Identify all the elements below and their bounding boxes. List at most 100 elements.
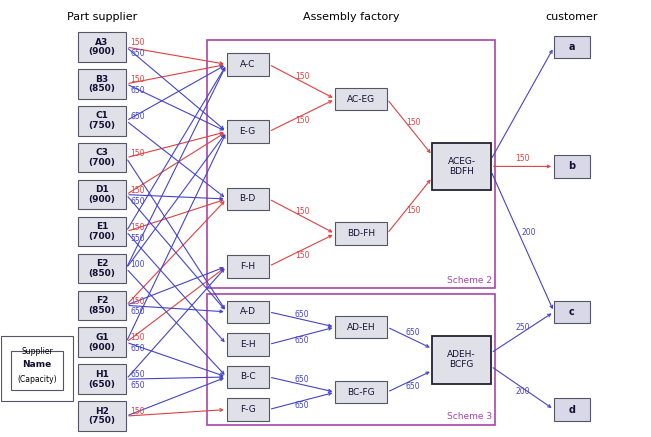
Text: 650: 650	[295, 401, 309, 410]
FancyBboxPatch shape	[77, 106, 126, 135]
Text: BD-FH: BD-FH	[347, 229, 375, 238]
FancyBboxPatch shape	[554, 36, 590, 58]
Text: ADEH-
BCFG: ADEH- BCFG	[447, 350, 476, 369]
Text: Scheme 2: Scheme 2	[447, 275, 492, 284]
FancyBboxPatch shape	[227, 333, 269, 356]
Text: F-H: F-H	[240, 262, 255, 271]
Text: c: c	[569, 307, 575, 317]
Text: 100: 100	[131, 260, 145, 269]
Text: H2
(750): H2 (750)	[89, 407, 115, 426]
Text: 550: 550	[131, 233, 145, 243]
Text: (Capacity): (Capacity)	[17, 375, 57, 384]
Text: 150: 150	[131, 38, 145, 47]
Text: C3
(700): C3 (700)	[89, 148, 115, 167]
FancyBboxPatch shape	[227, 255, 269, 277]
Text: 150: 150	[131, 407, 145, 416]
Text: A-C: A-C	[240, 60, 255, 69]
Text: E2
(850): E2 (850)	[89, 259, 115, 278]
Text: 650: 650	[295, 336, 309, 345]
FancyBboxPatch shape	[1, 336, 73, 401]
Text: B-D: B-D	[240, 194, 256, 204]
FancyBboxPatch shape	[432, 336, 491, 384]
Text: AD-EH: AD-EH	[347, 323, 376, 332]
Text: 650: 650	[131, 370, 145, 379]
Text: 150: 150	[131, 186, 145, 195]
Text: 150: 150	[295, 116, 309, 125]
Text: BC-FG: BC-FG	[348, 388, 375, 397]
Text: B-C: B-C	[240, 372, 256, 382]
FancyBboxPatch shape	[77, 253, 126, 283]
FancyBboxPatch shape	[554, 398, 590, 421]
Text: E-H: E-H	[240, 340, 256, 349]
Text: A-D: A-D	[240, 307, 256, 316]
Text: Supplier: Supplier	[21, 347, 53, 356]
Text: Assembly factory: Assembly factory	[303, 12, 400, 21]
FancyBboxPatch shape	[77, 217, 126, 246]
FancyBboxPatch shape	[77, 180, 126, 209]
FancyBboxPatch shape	[227, 366, 269, 388]
FancyBboxPatch shape	[335, 222, 387, 245]
Text: 150: 150	[131, 75, 145, 84]
Text: D1
(900): D1 (900)	[89, 185, 115, 204]
Text: ACEG-
BDFH: ACEG- BDFH	[448, 157, 476, 176]
Text: 650: 650	[131, 86, 145, 95]
Text: customer: customer	[546, 12, 598, 21]
Text: 650: 650	[406, 328, 421, 337]
FancyBboxPatch shape	[77, 364, 126, 394]
FancyBboxPatch shape	[335, 316, 387, 338]
Text: C1
(750): C1 (750)	[89, 111, 115, 130]
Text: B3
(850): B3 (850)	[89, 75, 115, 93]
FancyBboxPatch shape	[77, 143, 126, 173]
Text: 150: 150	[515, 154, 530, 163]
Text: b: b	[568, 161, 575, 171]
Text: d: d	[568, 405, 575, 415]
Text: 650: 650	[131, 197, 145, 206]
FancyBboxPatch shape	[227, 398, 269, 421]
Text: 150: 150	[406, 206, 421, 215]
Text: 150: 150	[131, 333, 145, 343]
Text: H1
(650): H1 (650)	[89, 370, 115, 388]
Text: 150: 150	[131, 149, 145, 158]
Text: a: a	[568, 42, 575, 52]
Text: 650: 650	[131, 344, 145, 353]
Text: 650: 650	[406, 382, 421, 391]
Text: 200: 200	[521, 228, 536, 237]
Text: 650: 650	[131, 112, 145, 121]
Text: AC-EG: AC-EG	[347, 94, 375, 104]
Text: F2
(850): F2 (850)	[89, 296, 115, 315]
FancyBboxPatch shape	[77, 32, 126, 62]
Text: 650: 650	[131, 381, 145, 390]
FancyBboxPatch shape	[77, 69, 126, 99]
Text: 650: 650	[131, 307, 145, 316]
FancyBboxPatch shape	[227, 187, 269, 210]
Text: 150: 150	[406, 118, 421, 127]
Text: 650: 650	[131, 49, 145, 58]
Text: E1
(700): E1 (700)	[89, 222, 115, 241]
Text: G1
(900): G1 (900)	[89, 333, 115, 352]
FancyBboxPatch shape	[335, 88, 387, 111]
Text: 650: 650	[295, 310, 309, 319]
FancyBboxPatch shape	[227, 120, 269, 143]
Text: E-G: E-G	[240, 127, 256, 136]
FancyBboxPatch shape	[335, 381, 387, 403]
FancyBboxPatch shape	[77, 291, 126, 320]
Text: 150: 150	[295, 72, 309, 81]
Text: 150: 150	[295, 207, 309, 215]
FancyBboxPatch shape	[77, 327, 126, 357]
FancyBboxPatch shape	[77, 401, 126, 431]
Text: 200: 200	[515, 387, 530, 395]
Text: Name: Name	[22, 361, 51, 369]
Text: Scheme 3: Scheme 3	[447, 412, 492, 421]
FancyBboxPatch shape	[554, 301, 590, 323]
FancyBboxPatch shape	[227, 301, 269, 323]
FancyBboxPatch shape	[11, 351, 63, 390]
Text: 150: 150	[131, 296, 145, 305]
Text: F-G: F-G	[240, 405, 256, 414]
Text: 150: 150	[295, 251, 309, 260]
Text: 150: 150	[131, 223, 145, 232]
FancyBboxPatch shape	[432, 142, 491, 190]
Text: A3
(900): A3 (900)	[89, 38, 115, 56]
Text: 250: 250	[515, 323, 530, 333]
Text: Part supplier: Part supplier	[67, 12, 137, 21]
FancyBboxPatch shape	[554, 155, 590, 178]
